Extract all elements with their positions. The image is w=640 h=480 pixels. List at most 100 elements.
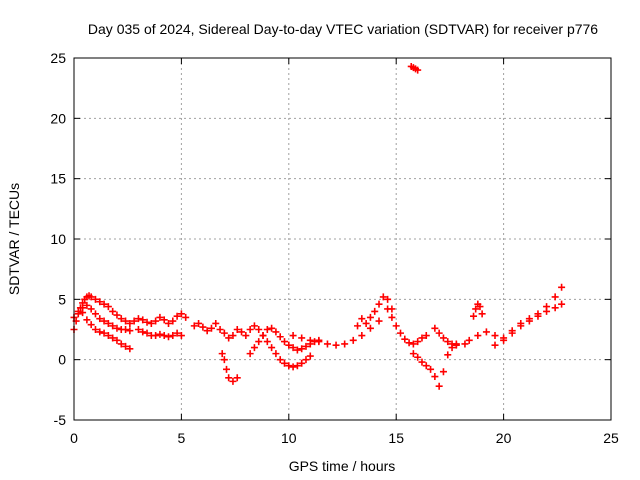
data-point [272,328,280,336]
data-point [91,326,99,333]
data-point [268,344,276,352]
data-point [109,307,117,315]
data-point [354,322,362,330]
data-point [439,368,447,376]
data-point [358,332,366,340]
data-point [396,329,404,337]
data-point [431,324,439,332]
chart-title: Day 035 of 2024, Sidereal Day-to-day VTE… [88,21,598,37]
data-point [233,326,241,333]
data-point [289,363,297,371]
data-point [375,300,383,308]
series-arc4 [130,310,190,327]
x-tick-label: 0 [70,430,78,446]
data-point [122,342,130,350]
data-point [91,295,99,303]
data-point [182,313,190,321]
series-arc6 [190,319,246,342]
data-point [470,312,478,320]
series-arc2 [70,301,134,335]
data-point [225,334,233,342]
x-tick-label: 25 [603,430,619,446]
data-point [229,377,237,385]
data-point [476,303,484,311]
data-point [134,326,142,333]
y-tick-label: -5 [54,412,67,428]
series-arc3 [79,309,134,353]
series-arc7 [218,350,241,385]
data-point [289,332,297,340]
data-point [100,317,108,325]
data-point [427,365,435,373]
series-arc13 [409,340,460,390]
x-axis-title: GPS time / hours [289,458,396,474]
data-point [452,341,460,349]
data-point [366,324,374,332]
data-point [83,301,91,309]
data-point [165,319,173,327]
data-point [482,328,490,336]
data-point [96,328,104,336]
data-point [87,321,95,329]
series-arc9 [246,324,323,358]
data-point [242,332,250,340]
data-point [87,305,95,313]
data-point [448,340,456,348]
data-point [134,315,142,323]
series-arc12 [384,305,430,348]
data-point [375,317,383,325]
data-point [551,293,559,301]
data-point [173,329,181,337]
series-outlier [407,62,422,74]
data-point [431,373,439,381]
data-point [306,336,314,344]
data-point [491,341,499,349]
data-point [246,350,254,358]
data-point [508,329,516,337]
data-point [478,310,486,318]
series-arc11 [354,293,396,330]
data-point [212,319,220,327]
data-point [109,322,117,330]
x-tick-label: 10 [281,430,297,446]
data-point [422,332,430,340]
data-point [500,336,508,344]
plot-frame [73,57,612,421]
x-tick-label: 15 [388,430,404,446]
data-point [281,338,289,346]
series-arc8 [242,322,314,371]
data-point [461,340,469,348]
data-point [250,344,258,352]
data-point [276,333,284,341]
data-point [255,338,263,346]
data-point [285,362,293,370]
data-point [551,304,559,312]
data-point [156,330,164,338]
data-point [255,326,263,333]
data-point [74,307,82,315]
data-point [332,341,340,349]
data-point [306,352,314,360]
data-point [195,319,203,327]
data-point [491,332,499,340]
data-point [229,332,237,340]
series-arc5 [134,326,185,341]
data-point [96,298,104,306]
data-point [384,305,392,313]
data-point [152,317,160,325]
series-arc10 [289,317,383,349]
data-point [418,334,426,342]
data-point [366,313,374,321]
data-point [177,310,185,318]
data-point [472,305,480,313]
data-point [126,345,134,353]
data-point [358,315,366,323]
data-point [190,322,198,330]
data-point [130,317,138,325]
data-point [246,326,254,333]
data-point [238,328,246,336]
data-point [143,318,151,326]
y-tick-label: 0 [58,352,66,368]
data-point [160,332,168,340]
data-point [100,300,108,308]
